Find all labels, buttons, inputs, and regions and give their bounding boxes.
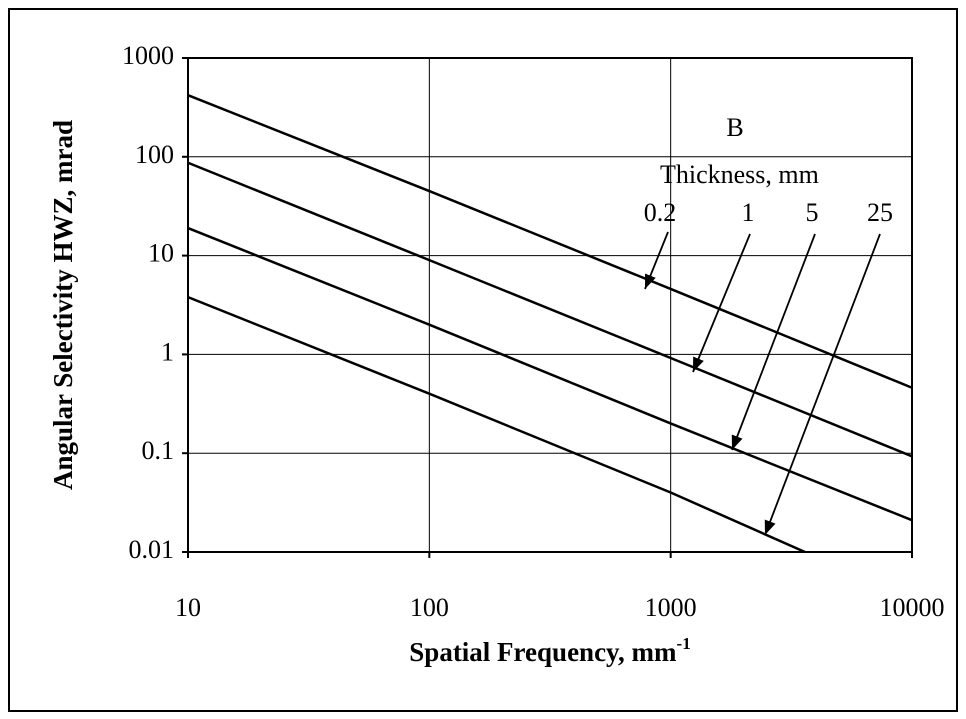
x-axis-title: Spatial Frequency, mm-1	[409, 634, 690, 667]
arrow	[644, 231, 669, 290]
y-tick-label: 10	[148, 239, 174, 268]
lines	[187, 94, 913, 554]
arrow	[764, 233, 881, 536]
series-line	[187, 161, 913, 458]
frame	[8, 8, 958, 712]
arrows	[644, 231, 881, 536]
series-label: 1	[742, 198, 755, 227]
plot-frame	[187, 57, 913, 553]
x-tick-label: 1000	[645, 593, 697, 622]
y-tick-label: 100	[135, 140, 174, 169]
y-tick-label: 1000	[122, 41, 174, 70]
legend-title: Thickness, mm	[660, 160, 819, 189]
y-tick-label: 0.01	[129, 535, 175, 564]
x-tick-label: 10000	[880, 593, 945, 622]
x-tick-label: 10	[175, 593, 201, 622]
arrow	[731, 233, 816, 451]
series-line	[187, 226, 913, 522]
series-label: 0.2	[644, 198, 677, 227]
x-tick-label: 100	[410, 593, 449, 622]
series-line	[187, 94, 913, 389]
series-label: 5	[806, 198, 819, 227]
y-tick-label: 1	[161, 337, 174, 366]
y-tick-label: 0.1	[142, 436, 175, 465]
y-axis-title: Angular Selectivity HWZ, mrad	[48, 120, 78, 490]
series-line	[187, 295, 806, 554]
series-label: 25	[867, 198, 893, 227]
annotation: B	[726, 113, 743, 142]
arrow	[692, 233, 751, 373]
